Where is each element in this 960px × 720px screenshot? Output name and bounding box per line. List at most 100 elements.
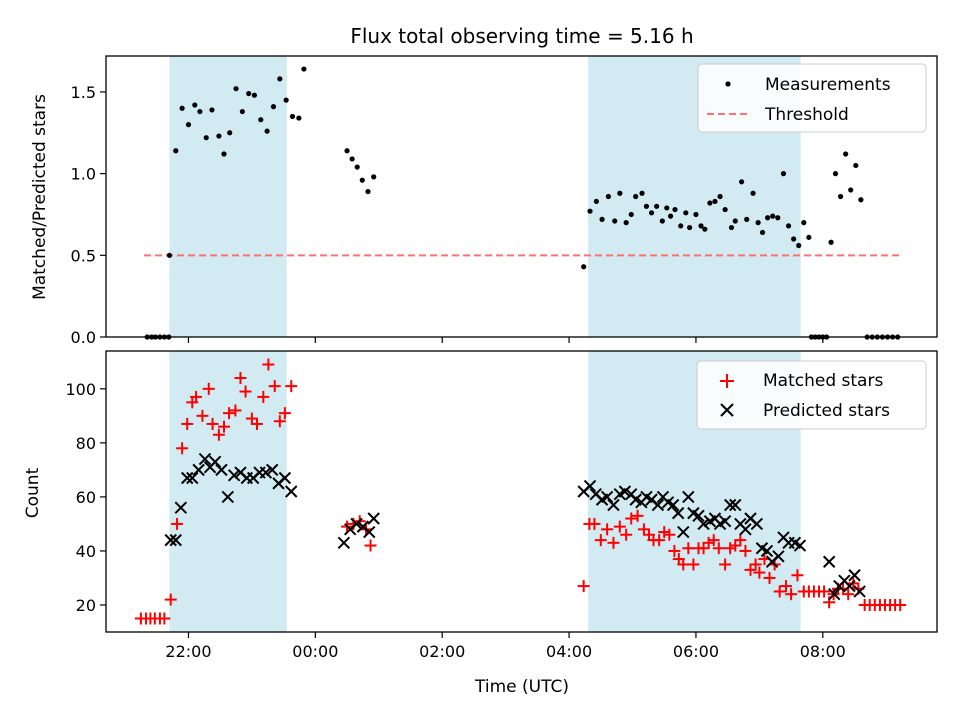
- measurement-point: [628, 211, 634, 218]
- measurement-point: [264, 128, 270, 134]
- matched-star-point: [229, 404, 242, 417]
- bottom-ylabel: Count: [23, 467, 43, 518]
- measurement-point: [612, 218, 618, 224]
- predicted-star-point: [215, 463, 228, 477]
- matched-star-point: [773, 585, 786, 598]
- measurement-point: [246, 90, 252, 97]
- matched-star-point: [158, 612, 171, 625]
- matched-star-point: [250, 417, 263, 430]
- measurement-point: [349, 156, 355, 162]
- matched-star-point: [285, 380, 298, 393]
- matched-star-point: [278, 407, 291, 420]
- predicted-star-point: [772, 550, 785, 563]
- matched-star-point: [607, 536, 620, 549]
- measurement-point: [197, 108, 203, 115]
- matched-star-point: [620, 528, 633, 541]
- measurement-point: [785, 223, 792, 229]
- matched-star-point: [181, 417, 194, 430]
- measurement-point: [633, 193, 639, 200]
- measurement-point: [667, 213, 674, 219]
- matched-star-point: [791, 569, 804, 582]
- matched-star-point: [712, 542, 725, 555]
- x-tick-label: 06:00: [673, 642, 719, 661]
- matched-star-point: [164, 593, 177, 606]
- measurement-point: [770, 213, 776, 219]
- measurement-point: [765, 215, 771, 221]
- predicted-star-point: [843, 579, 856, 593]
- matched-star-point: [364, 539, 377, 552]
- predicted-star-point: [666, 498, 680, 512]
- measurement-point: [707, 200, 713, 206]
- matched-star-point: [613, 520, 626, 533]
- measurement-point: [698, 223, 704, 229]
- measurement-point: [216, 133, 222, 139]
- measurement-point: [277, 76, 283, 82]
- measurement-point: [654, 203, 660, 209]
- predicted-star-point: [677, 525, 690, 539]
- predicted-star-point: [848, 569, 861, 582]
- x-tick-label: 22:00: [165, 642, 211, 661]
- matched-star-point: [245, 412, 258, 425]
- matched-star-point: [601, 523, 614, 536]
- matched-star-point: [268, 380, 281, 393]
- predicted-star-point: [186, 471, 199, 485]
- matched-star-point: [223, 407, 236, 420]
- measurement-point: [617, 190, 623, 196]
- x-tick-label: 02:00: [419, 642, 465, 661]
- measurement-point: [270, 104, 277, 110]
- measurement-point: [801, 220, 807, 226]
- measurement-point: [732, 218, 738, 224]
- predicted-star-point: [600, 490, 614, 504]
- predicted-star-point: [729, 498, 742, 512]
- measurement-point: [848, 187, 854, 193]
- measurement-point: [832, 171, 839, 177]
- legend-measurement-marker: [725, 81, 731, 87]
- matched-star-point: [734, 534, 747, 547]
- predicted-star-point: [227, 469, 241, 482]
- measurement-point: [209, 107, 215, 113]
- measurement-point: [221, 151, 227, 157]
- matched-star-point: [594, 534, 607, 547]
- measurement-point: [179, 105, 185, 111]
- matched-star-point: [234, 372, 247, 385]
- measurement-point: [251, 92, 258, 98]
- bottom-axes-frame: [105, 350, 938, 633]
- predicted-star-point: [583, 479, 597, 493]
- top-y-tick-label: 1.5: [71, 83, 96, 102]
- matched-star-point: [663, 528, 676, 541]
- predicted-star-point: [265, 463, 279, 477]
- chart-title: Flux total observing time = 5.16 h: [350, 24, 693, 48]
- measurement-point: [192, 102, 198, 108]
- predicted-star-point: [192, 463, 205, 477]
- measurement-point: [858, 197, 864, 203]
- predicted-star-point: [822, 555, 836, 568]
- matched-star-point: [202, 382, 215, 395]
- predicted-star-point: [697, 517, 710, 531]
- measurement-point: [796, 242, 802, 249]
- matched-star-point: [176, 442, 189, 455]
- measurement-point: [605, 193, 612, 200]
- measurement-point: [728, 224, 735, 231]
- measurement-point: [659, 218, 665, 224]
- legend-predicted-label: Predicted stars: [763, 401, 890, 421]
- predicted-star-point: [618, 485, 632, 498]
- bottom-legend: Matched stars Predicted stars: [696, 360, 927, 430]
- predicted-star-point: [350, 517, 363, 531]
- matched-star-point: [658, 526, 671, 539]
- bot-y-tick-label: 100: [65, 380, 96, 399]
- predicted-star-point: [651, 498, 665, 512]
- matched-star-point: [719, 558, 732, 571]
- matched-star-point: [653, 534, 666, 547]
- predicted-star-point: [198, 452, 212, 466]
- predicted-star-point: [174, 501, 188, 514]
- x-tick-label: 00:00: [292, 642, 338, 661]
- predicted-star-point: [259, 466, 273, 479]
- matched-star-point: [625, 512, 638, 525]
- predicted-star-point: [828, 587, 841, 601]
- matched-star-point: [729, 539, 742, 552]
- measurement-point: [693, 211, 699, 218]
- legend-threshold-label: Threshold: [764, 105, 849, 125]
- matched-star-point: [744, 563, 757, 576]
- x-tick-label: 08:00: [800, 642, 846, 661]
- matched-star-point: [631, 509, 644, 522]
